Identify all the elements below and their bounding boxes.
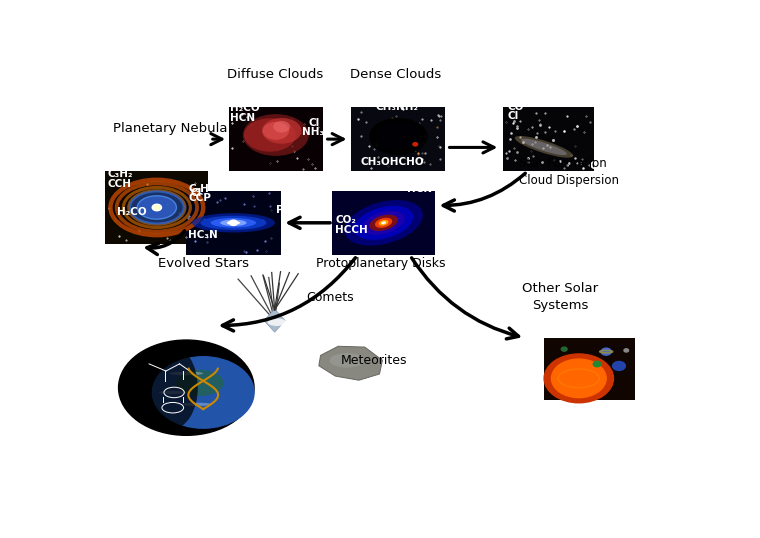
Text: CH₃OHCHO: CH₃OHCHO — [360, 157, 423, 167]
Text: H₂CO: H₂CO — [230, 103, 260, 113]
Text: Cl: Cl — [309, 118, 319, 129]
Ellipse shape — [226, 221, 240, 225]
Ellipse shape — [268, 318, 287, 326]
Ellipse shape — [176, 370, 223, 396]
Circle shape — [119, 340, 254, 435]
Text: Cl: Cl — [191, 188, 201, 198]
Text: CS: CS — [590, 161, 605, 171]
Text: CO₂: CO₂ — [335, 215, 356, 225]
Ellipse shape — [181, 402, 212, 406]
Text: Evolved Stars: Evolved Stars — [159, 257, 249, 270]
Ellipse shape — [354, 206, 413, 240]
Circle shape — [601, 348, 611, 355]
Circle shape — [552, 359, 606, 398]
Text: Protoplanetary Disks: Protoplanetary Disks — [316, 257, 445, 270]
Circle shape — [230, 220, 237, 225]
Circle shape — [154, 206, 160, 209]
Circle shape — [613, 362, 625, 371]
Ellipse shape — [363, 211, 404, 235]
Text: PO: PO — [277, 206, 293, 215]
Circle shape — [413, 143, 418, 146]
Text: HC₃N: HC₃N — [188, 230, 218, 240]
Text: CO: CO — [507, 102, 524, 112]
Ellipse shape — [274, 121, 290, 132]
Text: Meteorites: Meteorites — [341, 354, 407, 367]
Text: Comets: Comets — [306, 291, 353, 304]
Bar — [503, 107, 594, 171]
Text: H₂CO: H₂CO — [117, 207, 147, 217]
Bar — [332, 190, 435, 255]
Ellipse shape — [378, 220, 388, 225]
Ellipse shape — [515, 136, 573, 158]
Ellipse shape — [521, 139, 567, 155]
Circle shape — [544, 354, 613, 403]
Ellipse shape — [375, 218, 392, 228]
Ellipse shape — [192, 213, 275, 232]
Text: NH₃: NH₃ — [302, 128, 325, 138]
Ellipse shape — [262, 118, 302, 144]
Ellipse shape — [329, 353, 365, 367]
Ellipse shape — [220, 220, 246, 226]
Text: HCN: HCN — [407, 184, 432, 194]
Text: HCN: HCN — [230, 112, 255, 123]
Text: Other Solar
Systems: Other Solar Systems — [522, 281, 598, 312]
Ellipse shape — [369, 118, 428, 155]
Text: HCCH: HCCH — [335, 225, 368, 235]
Circle shape — [153, 357, 254, 428]
Ellipse shape — [369, 215, 398, 231]
Circle shape — [624, 349, 629, 352]
Text: Diffuse Clouds: Diffuse Clouds — [226, 68, 323, 81]
Circle shape — [594, 362, 601, 367]
Text: Star Formation
Cloud Dispersion: Star Formation Cloud Dispersion — [519, 157, 619, 187]
Ellipse shape — [159, 391, 186, 394]
Text: C₃H₂: C₃H₂ — [108, 169, 134, 179]
Bar — [186, 190, 280, 255]
Ellipse shape — [138, 196, 176, 219]
Bar — [351, 107, 445, 171]
Ellipse shape — [344, 200, 423, 245]
Ellipse shape — [243, 114, 309, 156]
Bar — [229, 107, 323, 171]
Ellipse shape — [375, 122, 422, 151]
Ellipse shape — [169, 371, 203, 376]
Text: CCH: CCH — [108, 179, 132, 189]
Ellipse shape — [130, 192, 184, 223]
Ellipse shape — [145, 346, 198, 429]
Ellipse shape — [263, 122, 289, 140]
Bar — [106, 171, 208, 244]
Bar — [544, 338, 635, 400]
Circle shape — [562, 347, 567, 351]
Circle shape — [152, 204, 161, 211]
Text: Dense Clouds: Dense Clouds — [350, 68, 441, 81]
Ellipse shape — [244, 118, 296, 152]
Ellipse shape — [382, 221, 386, 224]
Polygon shape — [264, 309, 285, 332]
Text: Planetary Nebula: Planetary Nebula — [112, 122, 227, 135]
Text: C₆H: C₆H — [188, 184, 209, 194]
Ellipse shape — [201, 216, 267, 230]
Ellipse shape — [211, 218, 256, 228]
Text: CH₃NH₂: CH₃NH₂ — [376, 102, 419, 112]
Text: Cl: Cl — [507, 111, 518, 121]
Text: CCP: CCP — [188, 193, 211, 203]
Polygon shape — [319, 346, 382, 380]
